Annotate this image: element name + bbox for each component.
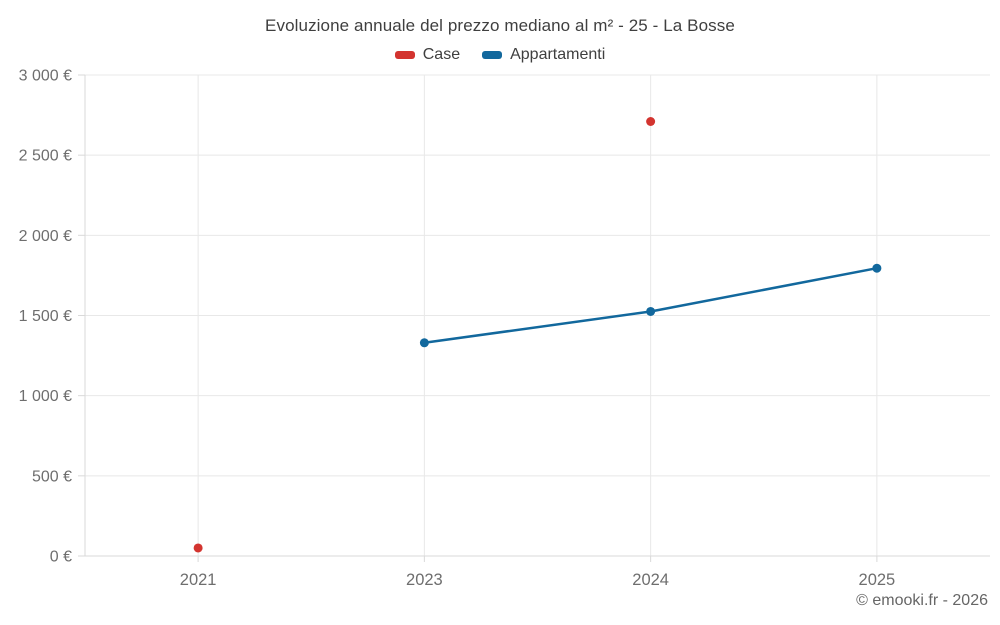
- legend-item-appartamenti[interactable]: Appartamenti: [482, 46, 605, 64]
- legend-item-case[interactable]: Case: [394, 46, 461, 64]
- y-axis-tick-label: 0 €: [50, 549, 72, 566]
- legend-label-appartamenti: Appartamenti: [510, 46, 606, 63]
- y-axis-tick-label: 1 000 €: [19, 388, 72, 405]
- x-axis-tick-label: 2025: [859, 571, 896, 589]
- data-point-case-2021[interactable]: [193, 543, 203, 553]
- copyright-footer: © emooki.fr - 2026: [856, 592, 988, 609]
- x-axis-tick-label: 2023: [406, 571, 443, 589]
- y-axis-tick-label: 3 000 €: [19, 68, 72, 85]
- x-axis-tick-label: 2021: [180, 571, 217, 589]
- legend-swatch-case: [394, 51, 415, 59]
- data-point-appartamenti-2024[interactable]: [646, 306, 656, 316]
- legend-label-case: Case: [422, 46, 461, 63]
- data-point-appartamenti-2025[interactable]: [872, 263, 882, 273]
- chart-title: Evoluzione annuale del prezzo mediano al…: [265, 16, 735, 35]
- chart-legend: Case Appartamenti: [0, 46, 1000, 64]
- series-line-appartamenti: [423, 310, 652, 345]
- data-point-case-2024[interactable]: [646, 116, 656, 126]
- x-axis-tick-label: 2024: [632, 571, 669, 589]
- series-line-appartamenti: [649, 266, 879, 313]
- legend-swatch-appartamenti: [482, 51, 503, 59]
- y-axis-tick-label: 1 500 €: [19, 308, 72, 325]
- y-axis-tick-label: 2 000 €: [19, 228, 72, 245]
- y-axis-tick-label: 500 €: [32, 468, 72, 485]
- y-axis-tick-label: 2 500 €: [19, 148, 72, 165]
- data-point-appartamenti-2023[interactable]: [419, 338, 429, 348]
